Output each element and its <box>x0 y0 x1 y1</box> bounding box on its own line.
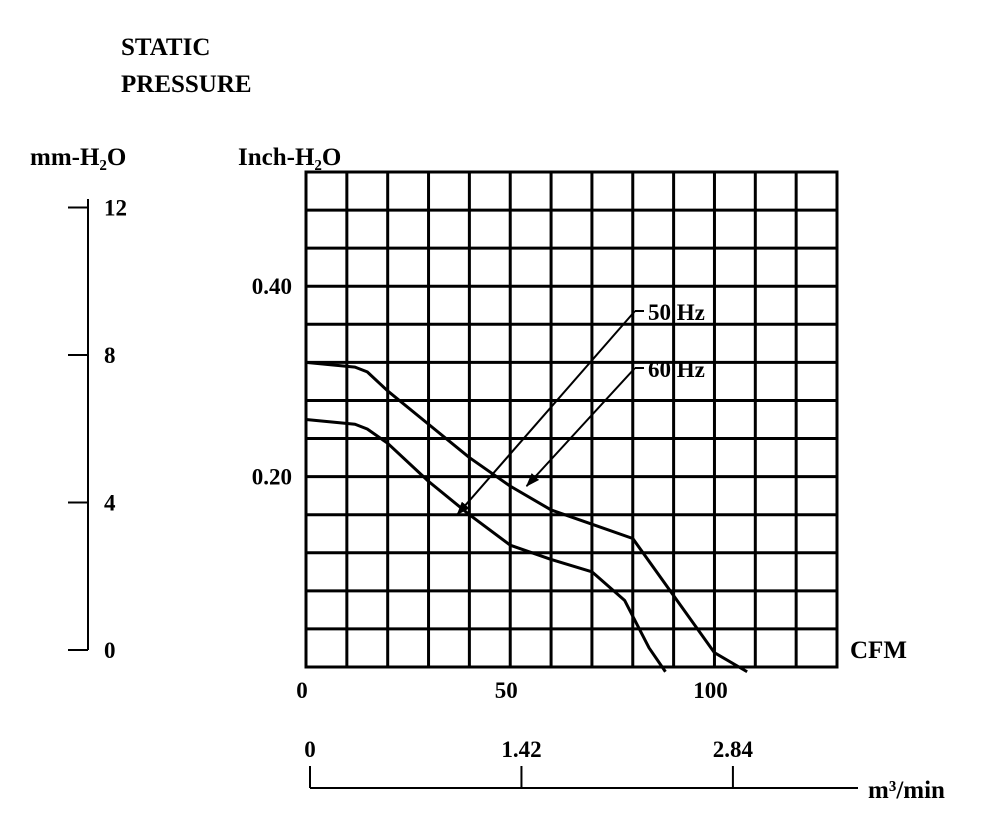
annotation-label: 60 Hz <box>648 357 705 382</box>
annotation-arrow <box>525 367 636 487</box>
chart-series <box>305 360 748 674</box>
annotation-label: 50 Hz <box>648 300 705 325</box>
y-axis: 0.20 0.40 <box>252 274 292 489</box>
secondary-axis-tick-label: 1.42 <box>501 737 541 762</box>
chart-grid <box>304 170 839 669</box>
secondary-axis-tick-label: 0 <box>304 737 316 762</box>
y-tick-label: 0.20 <box>252 465 292 490</box>
x-axis-label: CFM <box>850 637 907 664</box>
secondary-x-axis: 0 1.42 2.84 <box>304 737 858 789</box>
left-axis-tick-label: 12 <box>104 195 127 220</box>
annotation-arrow <box>456 310 636 516</box>
series-annotations: 50 Hz 60 Hz <box>456 300 705 516</box>
x-tick-label: 100 <box>693 678 728 703</box>
chart-title-line-2: PRESSURE <box>121 71 252 98</box>
left-axis-label: mm-H₂O <box>30 144 126 171</box>
chart-title: STATIC PRESSURE <box>121 34 252 98</box>
left-axis-tick-label: 0 <box>104 638 116 663</box>
series-line-50hz <box>305 418 667 673</box>
x-tick-label: 0 <box>296 678 308 703</box>
chart-title-line-1: STATIC <box>121 34 210 61</box>
secondary-axis-tick-label: 2.84 <box>713 737 754 762</box>
left-axis: 12 8 4 0 <box>68 195 127 663</box>
y-axis-label: Inch-H₂O <box>238 144 341 171</box>
secondary-x-axis-label: m³/min <box>868 777 945 804</box>
x-tick-label: 50 <box>495 678 518 703</box>
left-axis-tick-label: 4 <box>104 490 116 515</box>
plot-frame <box>304 170 839 669</box>
left-axis-tick-label: 8 <box>104 343 116 368</box>
y-tick-label: 0.40 <box>252 274 292 299</box>
x-axis: 0 50 100 <box>296 678 727 703</box>
series-line-60hz <box>305 360 748 674</box>
